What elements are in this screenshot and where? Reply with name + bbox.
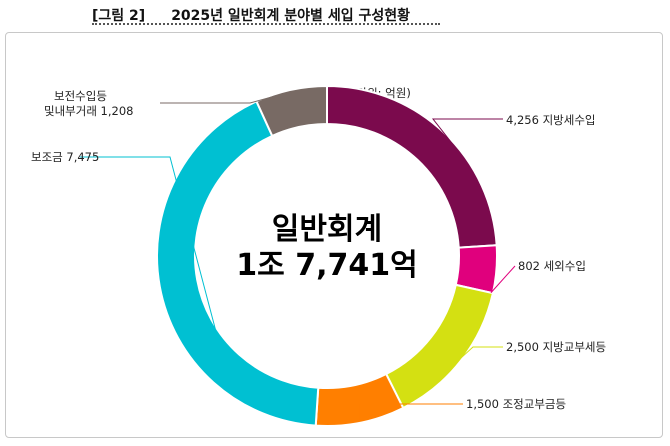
figure-title: 2025년 일반회계 분야별 세입 구성현황 bbox=[171, 8, 410, 24]
donut-slice-2 bbox=[384, 283, 495, 410]
figure-title-row: [그림 2] 2025년 일반회계 분야별 세입 구성현황 bbox=[92, 4, 440, 26]
center-total: 1조 7,741억 bbox=[236, 248, 418, 283]
label-local-tax: 4,256 지방세수입 bbox=[506, 113, 596, 127]
leader-line-4 bbox=[80, 156, 234, 396]
leader-line-1 bbox=[490, 265, 516, 294]
label-non-tax: 802 세외수입 bbox=[518, 259, 586, 273]
leader-line-0 bbox=[431, 118, 503, 157]
donut-slice-4 bbox=[156, 99, 320, 427]
title-underline bbox=[92, 23, 440, 25]
label-adjust-grant: 1,500 조정교부금등 bbox=[466, 397, 567, 411]
label-reserve-line2: 및내부거래 1,208 bbox=[44, 104, 134, 118]
label-grant-tax: 2,500 지방교부세등 bbox=[506, 340, 607, 354]
label-subsidy: 보조금 7,475 bbox=[31, 150, 100, 164]
figure-label: [그림 2] bbox=[92, 8, 146, 24]
leader-line-5 bbox=[160, 93, 285, 104]
label-reserve-line1: 보전수입등 bbox=[54, 89, 107, 103]
leader-line-2 bbox=[459, 346, 503, 360]
donut-center-label: 일반회계 1조 7,741억 bbox=[227, 212, 427, 284]
label-reserve-internal: 보전수입등 및내부거래 1,208 bbox=[44, 89, 133, 119]
center-title: 일반회계 bbox=[271, 212, 383, 247]
donut-slice-3 bbox=[314, 372, 405, 427]
leader-line-3 bbox=[359, 403, 463, 421]
donut-slice-5 bbox=[255, 84, 328, 138]
